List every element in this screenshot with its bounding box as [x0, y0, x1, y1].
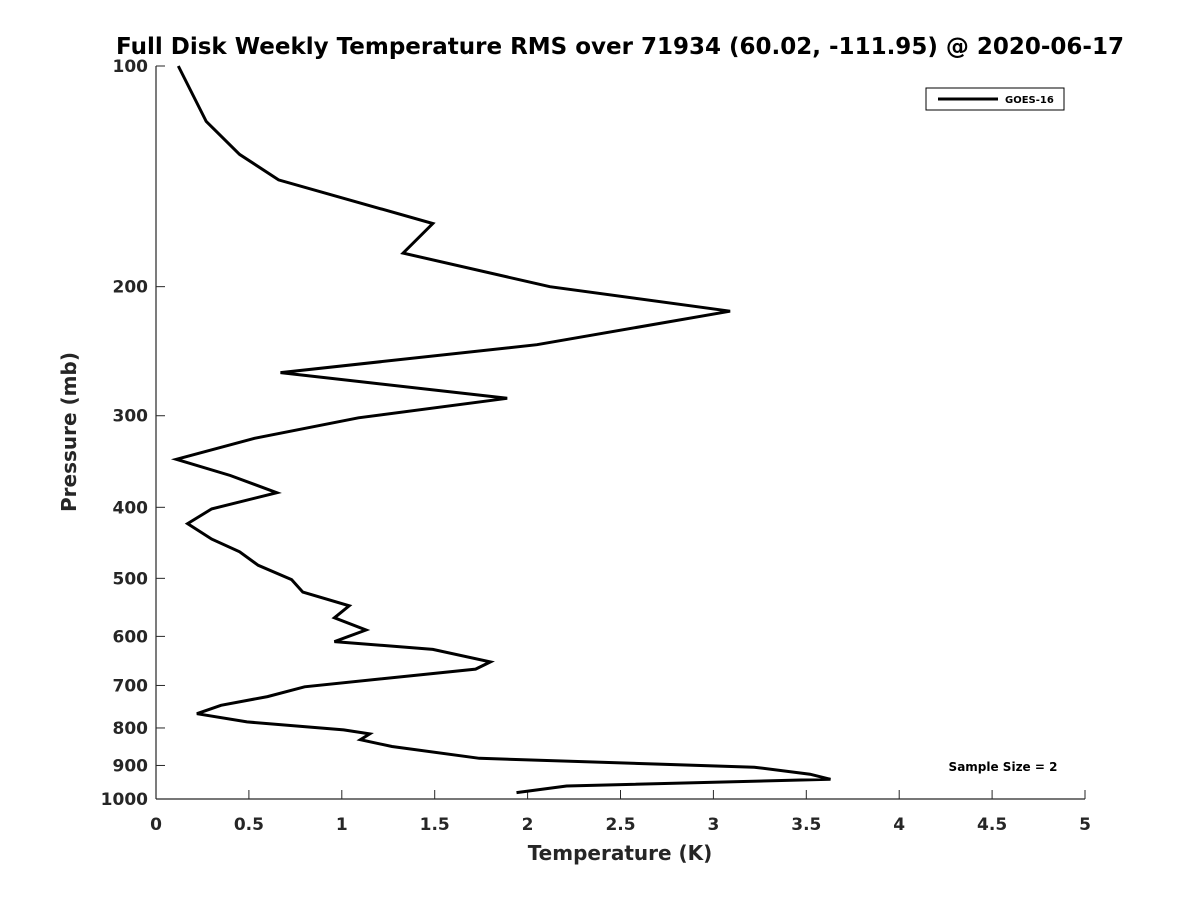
series: [170, 65, 831, 795]
y-tick-label: 700: [113, 676, 149, 696]
legend: GOES-16: [925, 87, 1065, 111]
x-tick-label: 4: [893, 815, 905, 835]
ticks: 0 0.5 1 1.5 2 2.5 3 3.5 4 4.5 5 100 200 300 400 500 600 7…: [101, 57, 1091, 835]
x-tick-label: 1.5: [420, 815, 450, 835]
x-tick-label: 0: [150, 815, 162, 835]
x-axis-label: Temperature (K): [528, 841, 713, 865]
y-tick-label: 500: [113, 569, 149, 589]
y-tick-label: 300: [113, 407, 149, 427]
y-tick-label: 1000: [101, 790, 148, 810]
x-tick-label: 4.5: [977, 815, 1007, 835]
chart-title: Full Disk Weekly Temperature RMS over 71…: [116, 34, 1124, 60]
x-tick-label: 0.5: [234, 815, 264, 835]
legend-label-goes-16: GOES-16: [1005, 95, 1054, 106]
x-tick-label: 2.5: [605, 815, 635, 835]
x-tick-label: 3: [707, 815, 719, 835]
y-tick-label: 100: [113, 57, 149, 77]
y-tick-label: 600: [113, 627, 149, 647]
x-tick-label: 3.5: [791, 815, 821, 835]
series-line-goes-16: [170, 65, 831, 795]
y-tick-label: 200: [113, 278, 149, 298]
x-tick-label: 2: [522, 815, 534, 835]
sample-size-annotation: Sample Size = 2: [949, 760, 1058, 774]
y-tick-label: 900: [113, 756, 149, 776]
y-axis-label: Pressure (mb): [57, 352, 81, 512]
x-tick-label: 5: [1079, 815, 1091, 835]
x-tick-label: 1: [336, 815, 348, 835]
y-tick-label: 400: [113, 498, 149, 518]
y-tick-label: 800: [113, 719, 149, 739]
